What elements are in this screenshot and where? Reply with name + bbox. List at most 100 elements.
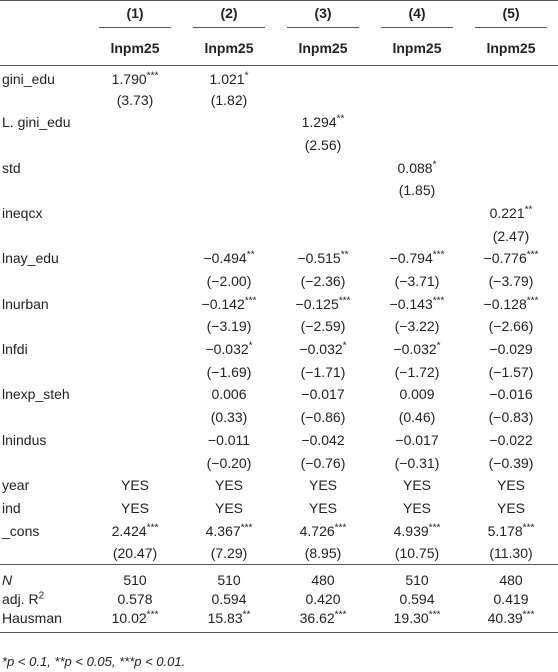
cell [276,66,370,89]
row-label: adj. R2 [0,588,88,610]
table-row: lnexp_steh 0.006 −0.017 0.009 −0.016 [0,383,558,406]
significance-stars: * [342,340,347,352]
cell: −0.042 [276,429,370,452]
cell-value: (20.47) [112,545,158,562]
cell-value: (3.73) [116,91,154,108]
cell [0,360,88,383]
table-row: gini_edu 1.790*** 1.021* [0,66,558,89]
cell: 2.424*** [88,519,182,542]
table-row: lnfdi −0.032* −0.032* −0.032* −0.029 [0,338,558,361]
significance-stars: * [432,158,437,170]
significance-stars: * [436,340,441,352]
coefficient: 4.726 [299,522,335,539]
cell: −0.032* [182,338,276,361]
cell: 4.367*** [182,519,276,542]
coefficient: −0.125 [295,295,339,312]
row-label-text: lnexp_steh [2,386,70,403]
cell: 510 [370,565,464,588]
cell [276,224,370,247]
cell [88,202,182,225]
cell-value: (−3.22) [394,318,440,335]
significance-stars: *** [526,295,539,307]
row-label-text: L. gini_edu [2,114,71,131]
cell [464,66,558,89]
coefficient: −0.011 [207,431,251,448]
cell-value: (−3.71) [394,273,440,290]
table-row: Hausman 10.02*** 15.83** 36.62*** 19.30*** 40… [0,610,558,632]
regression-table: (1) (2) (3) (4) (5) lnpm25 lnpm25 lnpm25 lnpm25 l… [0,0,558,633]
significance-stars: ** [336,113,345,125]
column-header: (5) [464,1,558,32]
significance-stars: *** [334,609,347,621]
cell-value: YES [308,499,337,516]
significance-stars: *** [428,521,441,533]
cell: (−2.00) [182,270,276,293]
cell: (−0.39) [464,451,558,474]
cell [464,134,558,157]
coefficient: −0.776 [483,250,527,267]
cell: −0.029 [464,338,558,361]
se-row: (−1.69) (−1.71) (−1.72) (−1.57) [0,360,558,383]
cell: 4.939*** [370,519,464,542]
column-header: (3) [276,1,370,32]
cell: (−1.69) [182,360,276,383]
coefficient: −0.017 [395,431,439,448]
cell: −0.032* [370,338,464,361]
cell-value: (8.95) [304,545,342,562]
column-header: (1) [88,1,182,32]
cell: YES [88,497,182,520]
cell: (0.33) [182,406,276,429]
coefficient: −0.142 [201,295,245,312]
cell [0,315,88,338]
cell: (1.82) [182,88,276,111]
cell: (−3.19) [182,315,276,338]
significance-stars: *** [146,521,159,533]
cell: −0.794*** [370,247,464,270]
coefficient: −0.016 [489,386,533,403]
cell-value: 510 [217,572,241,589]
coefficient: −0.029 [489,341,533,358]
row-label: lnay_edu [0,247,88,270]
cell [88,224,182,247]
row-label: ind [0,497,88,520]
cell [182,111,276,134]
cell-value: (0.46) [398,409,436,426]
cell-value: (−0.20) [206,454,252,471]
cell [370,224,464,247]
coefficient: 10.02 [111,610,147,627]
cell [88,383,182,406]
significance-stars: *** [334,521,347,533]
cell [182,202,276,225]
table-row: std 0.088* [0,156,558,179]
se-row: (20.47) (7.29) (8.95) (10.75) (11.30) [0,542,558,565]
cell [0,406,88,429]
cell: 0.088* [370,156,464,179]
cell: 5.178*** [464,519,558,542]
cell [0,224,88,247]
cell-value: YES [120,477,149,494]
column-number: (3) [287,5,359,28]
dependent-variable: lnpm25 [370,31,464,66]
cell: YES [182,497,276,520]
cell-value: (2.56) [304,136,342,153]
cell-value: (−1.69) [206,363,252,380]
column-number: (2) [193,5,265,28]
significance-stars: *** [146,70,159,82]
column-number: (5) [475,5,547,28]
cell: 0.420 [276,588,370,610]
cell [88,179,182,202]
cell: YES [276,474,370,497]
cell [370,88,464,111]
cell-value: YES [496,499,525,516]
cell: (0.46) [370,406,464,429]
significance-stars: *** [522,609,535,621]
cell: (−1.72) [370,360,464,383]
column-header: (2) [182,1,276,32]
cell [464,111,558,134]
se-row: (2.56) [0,134,558,157]
coefficient: −0.017 [301,386,345,403]
cell-value: (−1.71) [300,363,346,380]
cell: −0.017 [370,429,464,452]
coefficient: −0.494 [203,250,247,267]
cell [88,429,182,452]
